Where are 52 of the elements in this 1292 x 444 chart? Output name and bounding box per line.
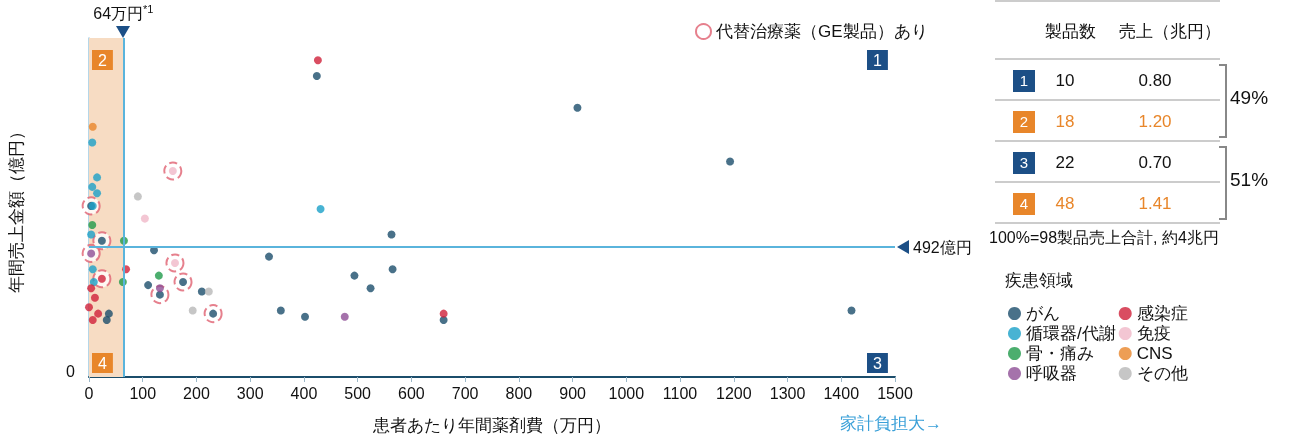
legend-title: 疾患領域 (1005, 271, 1073, 290)
legend-label: がん (1026, 304, 1060, 323)
x-tick-label: 0 (84, 384, 94, 402)
legend-label: 代替治療薬（GE製品）あり (715, 22, 928, 41)
text: 1.41 (1137, 193, 1173, 215)
x-tick-label: 700 (451, 384, 479, 402)
legend-label: 呼吸器 (1026, 364, 1077, 383)
x-tick-label: 1000 (608, 384, 645, 402)
y-axis-title: 年間売上金額（億円） (7, 122, 26, 293)
text: 製品数 (1043, 21, 1097, 43)
text: 100%=98製品売上合計, 約4兆円 (989, 228, 1219, 248)
text: 4 (1013, 192, 1035, 215)
x-tick-label: 800 (505, 384, 533, 402)
text: 1 (1013, 69, 1035, 92)
legend-label: その他 (1136, 364, 1188, 383)
legend-label: 骨・痛み (1026, 344, 1094, 363)
text: 0.80 (1137, 70, 1173, 92)
text: 10 (1054, 70, 1076, 92)
text: 2 (1013, 110, 1035, 133)
legend-label: 感染症 (1136, 304, 1188, 323)
x-tick-label: 400 (290, 384, 318, 402)
x-tick-label: 500 (344, 384, 372, 402)
ref-line-label: 492億円 (913, 238, 972, 256)
text: 1.20 (1137, 111, 1173, 133)
x-tick-label: 1100 (662, 384, 698, 402)
x-tick-label: 1400 (823, 384, 860, 402)
text: 0 (66, 362, 75, 380)
x-tick-label: 900 (559, 384, 587, 402)
legend-label: CNS (1136, 344, 1173, 363)
annotation: 2 (98, 51, 107, 69)
x-tick-label: 1300 (769, 384, 806, 402)
x-tick-label: 600 (398, 384, 425, 402)
x-tick-label: 1200 (716, 384, 752, 402)
x-tick-label: 100 (129, 384, 157, 402)
text: 3 (1013, 151, 1035, 174)
x-tick-label: 300 (236, 384, 264, 402)
text: 22 (1054, 152, 1076, 174)
x-axis-title: 患者あたり年間薬剤費（万円） (372, 416, 611, 435)
annotation: 1 (873, 51, 882, 69)
x-tick-label: 1500 (877, 384, 913, 402)
x-tick-label: 200 (183, 384, 210, 402)
annotation: 4 (98, 354, 107, 372)
text: 51% (1230, 169, 1269, 191)
text: 0.70 (1137, 152, 1173, 174)
text: 48 (1054, 193, 1076, 215)
legend-label: 免疫 (1136, 324, 1171, 343)
text: 売上（兆円） (1118, 21, 1222, 43)
text: 49% (1230, 87, 1269, 109)
text: 18 (1054, 111, 1076, 133)
text: 家計負担大→ (840, 414, 942, 433)
legend-label: 循環器/代謝 (1026, 324, 1116, 343)
annotation: 3 (873, 354, 882, 372)
